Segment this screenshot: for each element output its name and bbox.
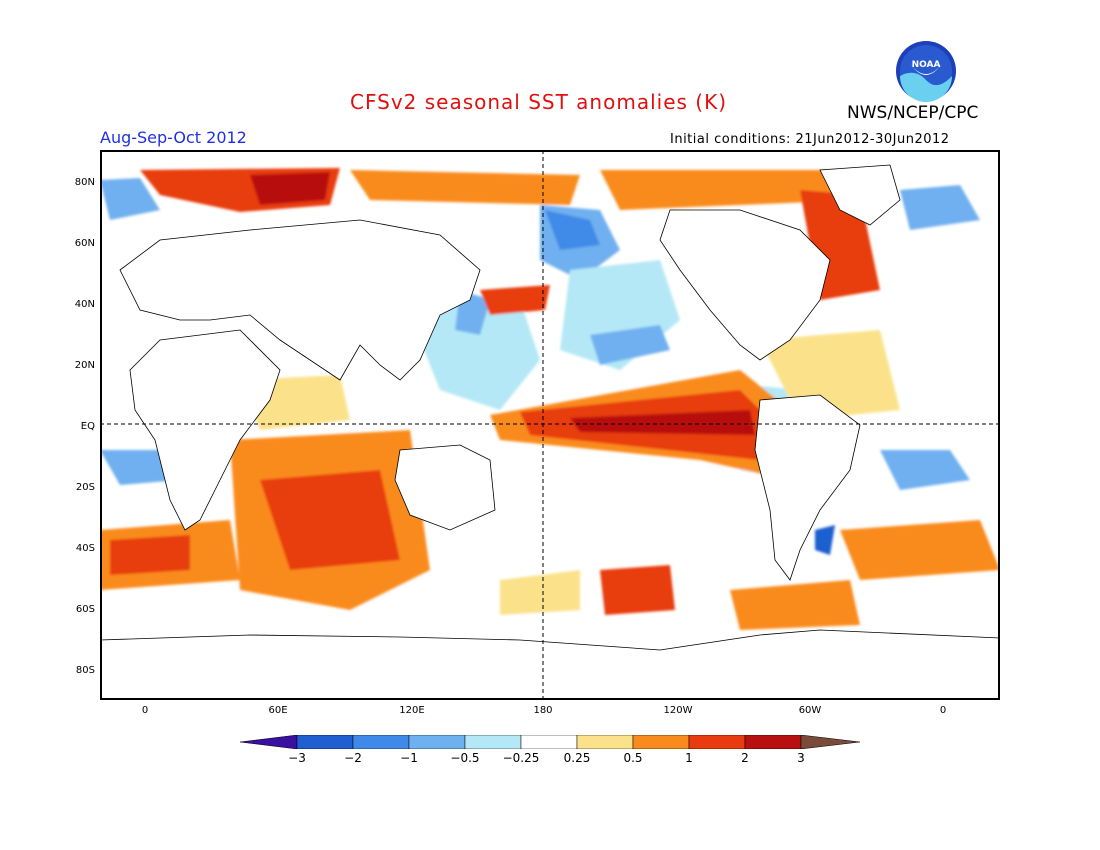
lon-label: 60E xyxy=(268,705,288,716)
anomaly-region-negative xyxy=(545,210,600,250)
page-title: CFSv2 seasonal SST anomalies (K) xyxy=(350,90,727,114)
colorbar-cell xyxy=(688,735,746,749)
lat-label: 40S xyxy=(75,543,95,554)
colorbar-label: 1 xyxy=(685,751,693,765)
anomaly-region-positive xyxy=(110,535,190,575)
lat-label: 60N xyxy=(74,238,95,249)
colorbar-cell xyxy=(520,735,578,749)
continent-greenland xyxy=(819,164,901,226)
lat-label: 80S xyxy=(75,665,95,676)
organization-label: NWS/NCEP/CPC xyxy=(847,103,979,123)
colorbar-cell xyxy=(352,735,410,749)
anomaly-region-negative xyxy=(590,325,670,365)
sst-anomaly-map xyxy=(99,150,1001,701)
anomaly-region-negative xyxy=(900,185,980,230)
continent-eurasia xyxy=(119,219,481,381)
anomaly-region-positive xyxy=(260,470,400,570)
continent-south-america xyxy=(754,394,861,581)
lat-label: 20S xyxy=(75,482,95,493)
colorbar-cell xyxy=(296,735,354,749)
colorbar-label: −3 xyxy=(288,751,306,765)
lon-label: 0 xyxy=(141,705,149,716)
colorbar-label: −0.25 xyxy=(502,751,540,765)
anomaly-region-positive xyxy=(250,172,330,205)
colorbar-cell xyxy=(464,735,522,749)
colorbar-cell xyxy=(240,735,298,749)
anomaly-region-negative xyxy=(420,290,540,410)
anomaly-region-negative xyxy=(880,450,970,490)
continent-north-america xyxy=(659,209,831,361)
initial-conditions-label: Initial conditions: 21Jun2012-30Jun2012 xyxy=(670,132,950,147)
colorbar-label: 0.5 xyxy=(623,751,643,765)
continent-africa xyxy=(129,329,281,531)
lat-label: 40N xyxy=(74,299,95,310)
colorbar xyxy=(240,735,860,749)
lon-label: 180 xyxy=(533,705,553,716)
lat-label: 60S xyxy=(75,604,95,615)
anomaly-region-negative xyxy=(815,525,835,555)
continent-australia xyxy=(394,444,496,531)
season-label: Aug-Sep-Oct 2012 xyxy=(100,128,247,147)
colorbar-cell xyxy=(632,735,690,749)
anomaly-region-positive xyxy=(840,520,1000,580)
anomaly-region-positive xyxy=(500,570,580,615)
colorbar-label: 2 xyxy=(741,751,749,765)
anomaly-region-positive xyxy=(570,410,755,435)
anomaly-region-positive xyxy=(480,285,550,315)
lon-label: 120E xyxy=(399,705,425,716)
noaa-logo: NOAA xyxy=(896,41,956,102)
anomaly-region-negative xyxy=(100,178,160,220)
anomaly-region-positive xyxy=(600,170,860,210)
anomaly-region-positive xyxy=(730,580,860,630)
colorbar-label: 3 xyxy=(797,751,805,765)
anomaly-region-positive xyxy=(350,170,580,205)
colorbar-cell xyxy=(800,735,860,749)
colorbar-label: 0.25 xyxy=(563,751,591,765)
colorbar-cell xyxy=(408,735,466,749)
anomaly-region-positive xyxy=(600,565,675,615)
colorbar-cell xyxy=(744,735,802,749)
colorbar-label: −1 xyxy=(400,751,418,765)
lat-label: 80N xyxy=(74,177,95,188)
map-frame xyxy=(100,150,1000,700)
lat-label: 20N xyxy=(74,360,95,371)
lon-label: 60W xyxy=(798,705,822,716)
lon-label: 0 xyxy=(939,705,947,716)
logo-text: NOAA xyxy=(912,60,941,70)
lat-label: EQ xyxy=(80,421,95,432)
colorbar-label: −2 xyxy=(344,751,362,765)
colorbar-label: −0.5 xyxy=(450,751,480,765)
colorbar-cell xyxy=(576,735,634,749)
lon-label: 120W xyxy=(663,705,693,716)
